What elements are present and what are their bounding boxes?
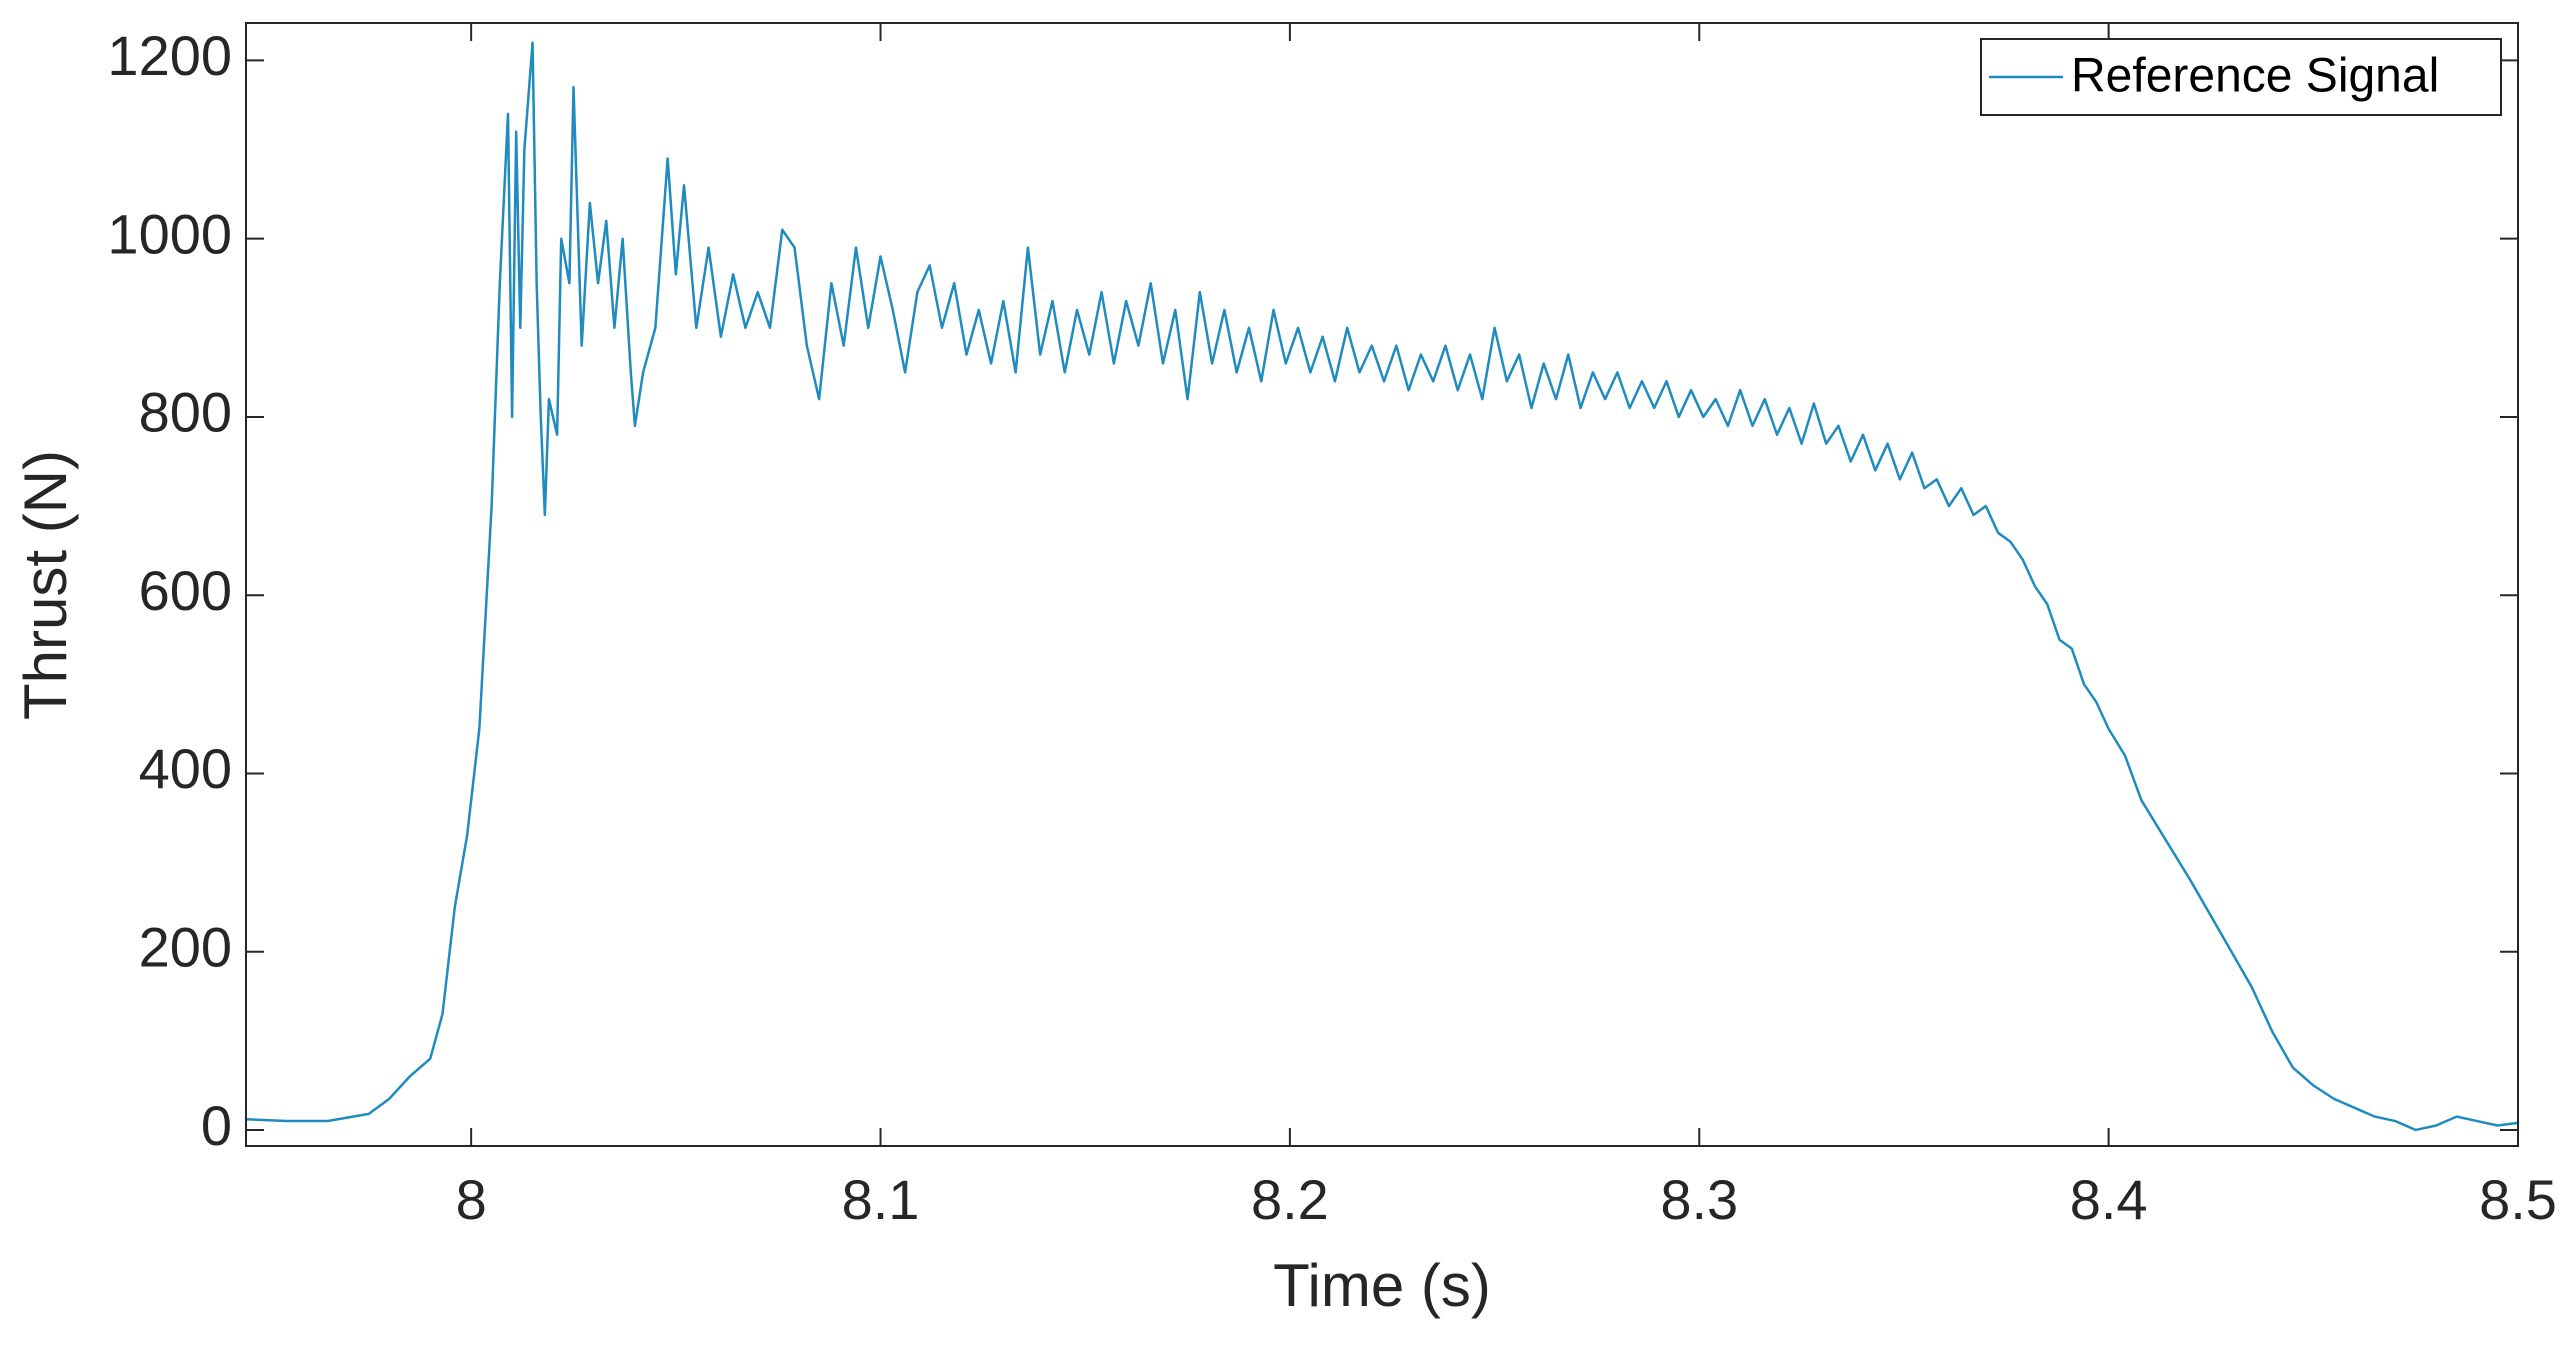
- x-tick-label: 8.2: [1251, 1168, 1329, 1231]
- x-axis-label: Time (s): [1273, 1252, 1491, 1319]
- y-axis-label: Thrust (N): [12, 450, 79, 720]
- x-tick-label: 8.3: [1660, 1168, 1738, 1231]
- y-tick-label: 1200: [107, 24, 232, 87]
- y-tick-label: 1000: [107, 202, 232, 265]
- data-line: [245, 41, 2519, 1132]
- x-tick-label: 8.5: [2479, 1168, 2557, 1231]
- plot-frame: [245, 22, 2519, 1147]
- legend-label: Reference Signal: [2071, 50, 2439, 103]
- x-tick-label: 8: [456, 1168, 487, 1231]
- y-tick-label: 0: [201, 1094, 232, 1157]
- legend-box: [1980, 38, 2502, 116]
- x-tick-label: 8.1: [842, 1168, 920, 1231]
- y-tick-label: 800: [139, 381, 232, 444]
- y-tick-label: 400: [139, 737, 232, 800]
- y-tick-label: 600: [139, 559, 232, 622]
- x-tick-label: 8.4: [2070, 1168, 2148, 1231]
- y-tick-label: 200: [139, 916, 232, 979]
